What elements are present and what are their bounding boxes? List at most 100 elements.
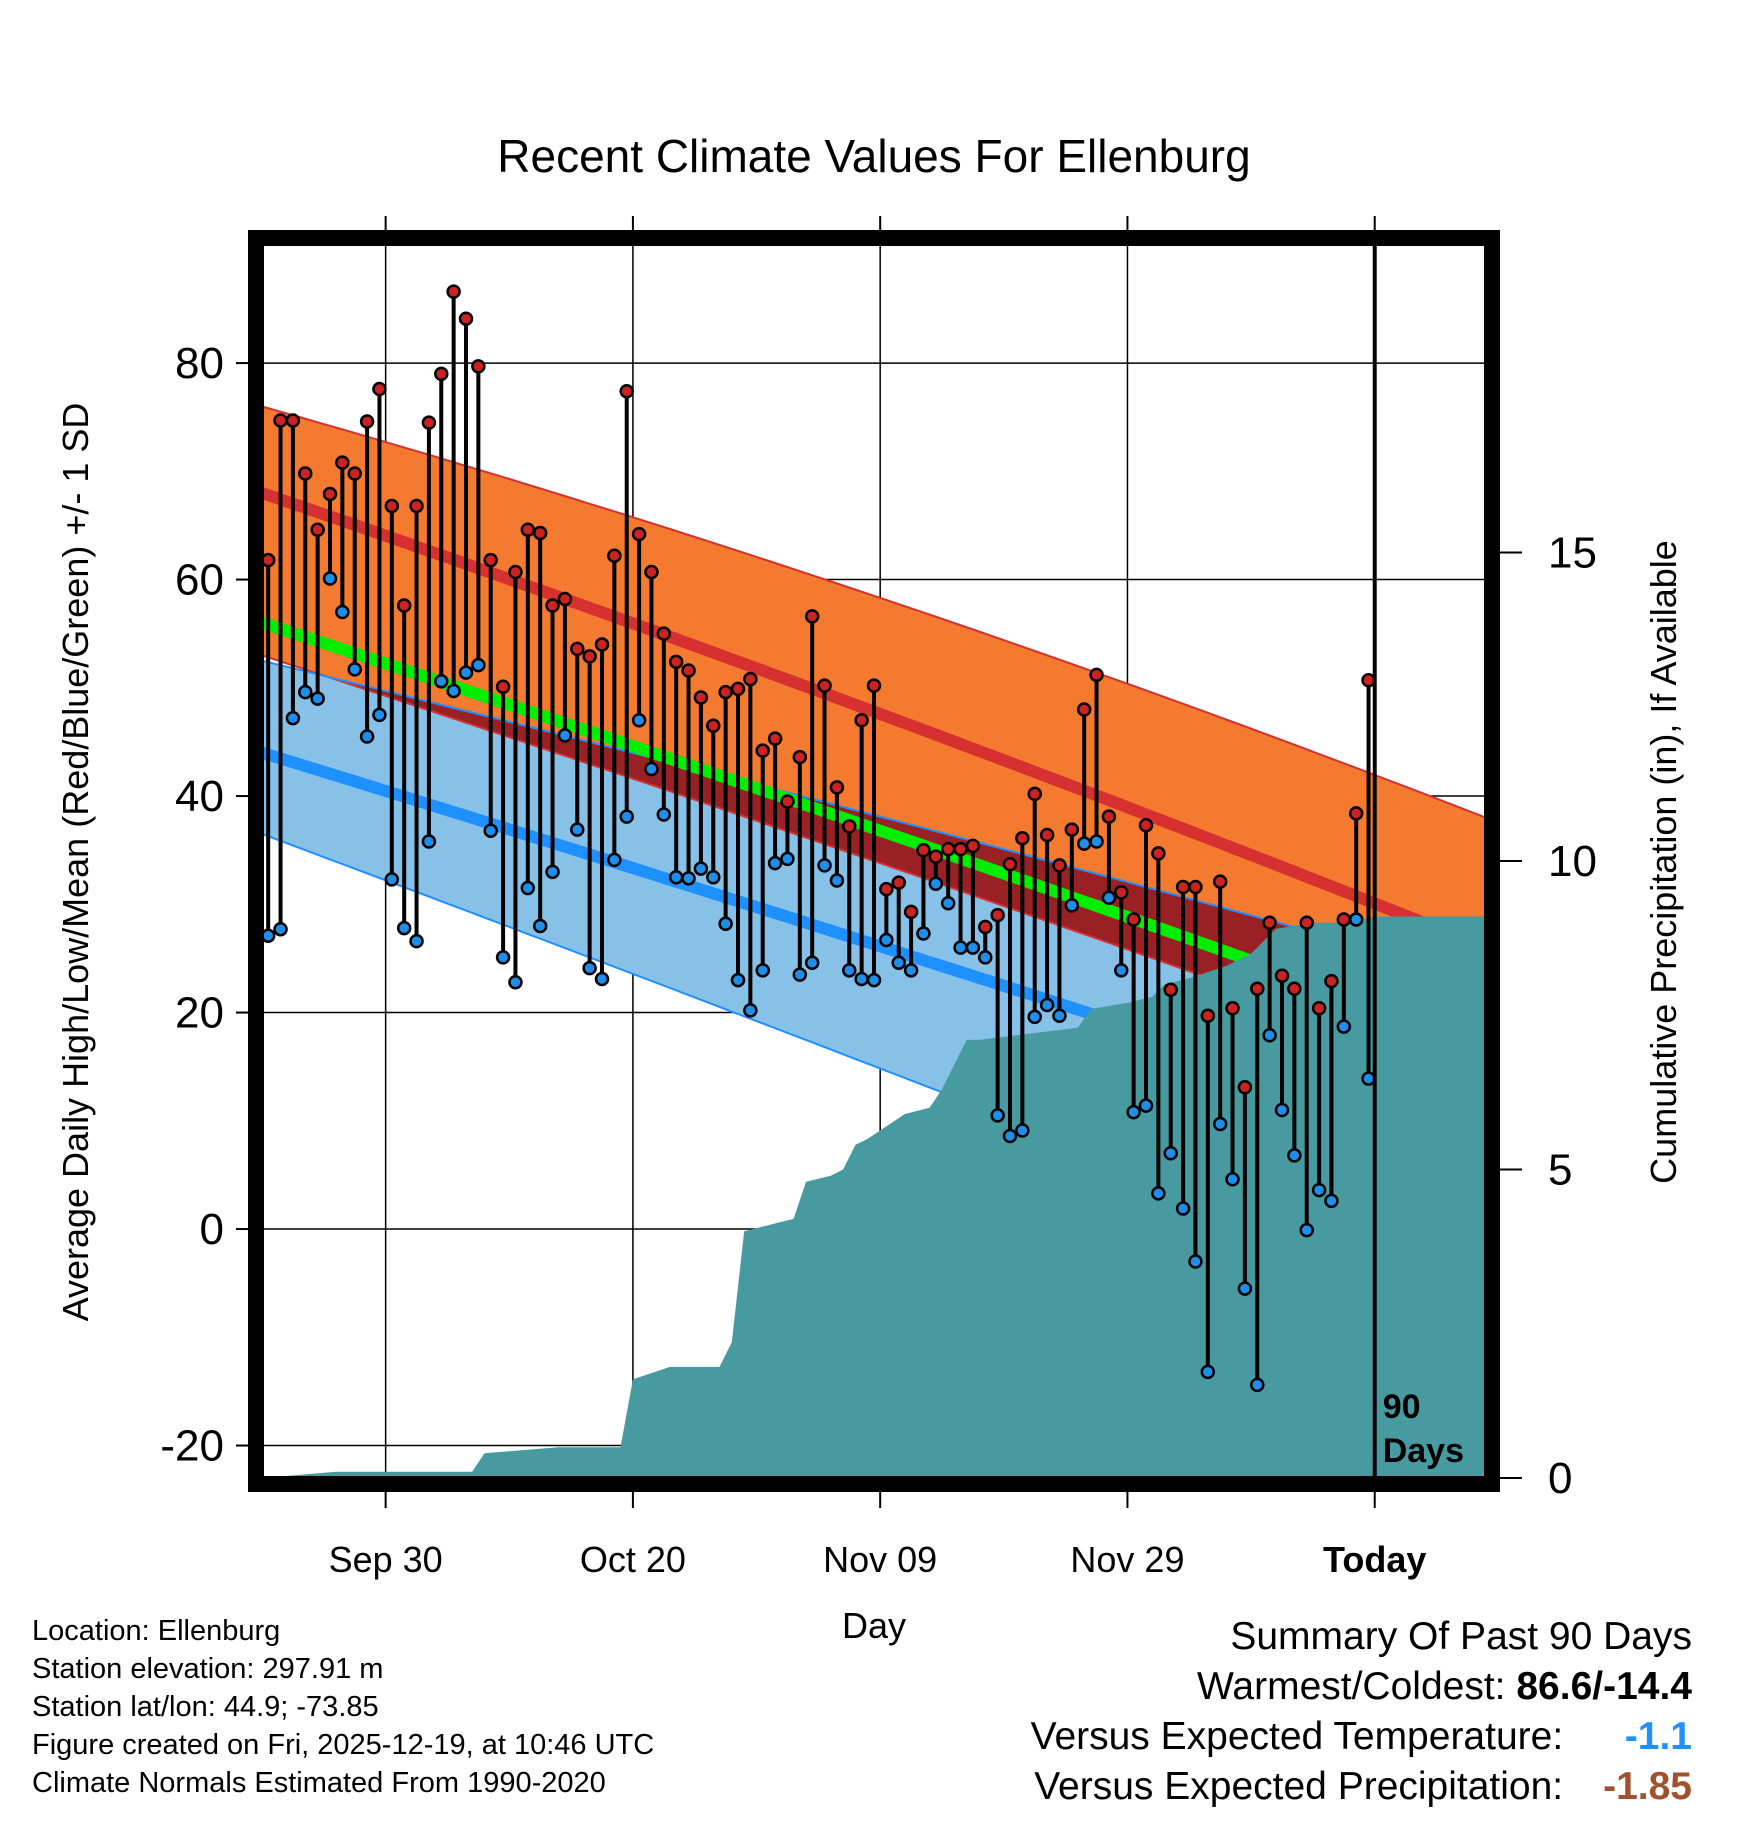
precip-label: Versus Expected Precipitation:	[1034, 1765, 1564, 1808]
daily-low-point	[1336, 1019, 1352, 1034]
daily-high-point	[1126, 912, 1141, 927]
daily-low-point	[953, 940, 968, 955]
y-tick-label-left: 0	[200, 1205, 224, 1254]
x-tick-label: Today	[1323, 1539, 1426, 1580]
daily-high-point	[1015, 831, 1030, 846]
summary-warm-cold: Warmest/Coldest: 86.6/-14.4	[1031, 1662, 1692, 1712]
daily-high-point	[310, 522, 325, 538]
created-text: Figure created on Fri, 2025-12-19, at 10…	[32, 1729, 655, 1761]
daily-high-point	[508, 564, 523, 580]
daily-high-point	[285, 413, 301, 428]
daily-high-point	[767, 731, 783, 746]
daily-low-point	[532, 918, 548, 934]
daily-high-point	[1311, 1000, 1327, 1016]
daily-high-point	[1027, 786, 1042, 802]
daily-low-point	[681, 871, 696, 886]
summary-temperature: Versus Expected Temperature: -1.1	[1031, 1712, 1692, 1762]
daily-low-point	[879, 932, 894, 948]
daily-low-point	[1064, 898, 1080, 913]
daily-low-point	[755, 963, 770, 978]
daily-low-point	[631, 713, 647, 728]
daily-high-point	[1101, 809, 1117, 824]
daily-high-point	[322, 486, 338, 502]
daily-high-point	[817, 678, 832, 693]
daily-low-point	[298, 684, 313, 700]
daily-high-point	[619, 383, 634, 399]
daily-low-point	[1237, 1281, 1253, 1296]
elevation-text: Station elevation: 297.91 m	[32, 1653, 384, 1685]
daily-high-point	[718, 684, 733, 700]
today-days-number: 90	[1383, 1388, 1421, 1426]
daily-low-point	[767, 855, 783, 871]
daily-low-point	[1287, 1148, 1302, 1163]
today-days-word: Days	[1383, 1432, 1464, 1470]
daily-high-point	[396, 598, 412, 613]
daily-high-point	[495, 679, 511, 694]
daily-low-point	[644, 761, 659, 777]
y-tick-label-left: 60	[175, 556, 224, 605]
daily-low-point	[1175, 1201, 1191, 1216]
daily-high-point	[631, 526, 647, 542]
daily-low-point	[1027, 1009, 1042, 1025]
daily-high-point	[1052, 858, 1067, 873]
daily-low-point	[384, 872, 400, 887]
daily-high-point	[1089, 667, 1104, 683]
daily-high-point	[1175, 879, 1191, 895]
daily-high-point	[1237, 1079, 1253, 1095]
y-tick-label-left: 80	[175, 339, 224, 388]
daily-low-point	[495, 950, 511, 965]
daily-high-point	[1225, 1000, 1240, 1016]
daily-low-point	[619, 809, 634, 824]
y-tick-label-right: 0	[1548, 1454, 1572, 1503]
daily-low-point	[1138, 1098, 1154, 1113]
daily-low-point	[471, 657, 486, 673]
daily-high-point	[458, 311, 474, 326]
daily-low-point	[804, 955, 820, 971]
daily-high-point	[273, 413, 288, 428]
daily-low-point	[1151, 1186, 1166, 1201]
daily-low-point	[1311, 1182, 1327, 1198]
daily-high-point	[359, 414, 375, 429]
daily-high-point	[656, 626, 672, 641]
daily-high-point	[1250, 981, 1265, 996]
daily-low-point	[1052, 1008, 1067, 1024]
daily-low-point	[1188, 1254, 1203, 1269]
y-tick-label-right: 15	[1548, 529, 1597, 578]
daily-high-point	[557, 591, 573, 607]
daily-low-point	[1212, 1116, 1228, 1132]
daily-high-point	[1299, 915, 1314, 930]
daily-high-point	[1188, 879, 1203, 895]
daily-low-point	[607, 852, 622, 868]
daily-high-point	[780, 794, 795, 809]
plot-area	[262, 244, 1486, 1478]
summary-panel: Summary Of Past 90 Days Warmest/Coldest:…	[1031, 1612, 1692, 1812]
daily-low-point	[1076, 836, 1092, 851]
temp-label: Versus Expected Temperature:	[1030, 1715, 1564, 1758]
daily-low-point	[520, 880, 536, 896]
daily-high-point	[483, 552, 498, 568]
daily-low-point	[730, 972, 746, 988]
daily-high-point	[582, 649, 597, 664]
daily-low-point	[446, 683, 461, 699]
daily-high-point	[421, 415, 437, 430]
warm-cold-value: 86.6/-14.4	[1516, 1665, 1692, 1708]
daily-low-point	[940, 895, 956, 911]
daily-high-point	[1336, 912, 1352, 927]
daily-high-point	[1151, 846, 1166, 861]
daily-low-point	[594, 971, 610, 987]
x-tick-label: Oct 20	[580, 1539, 686, 1580]
station-info: Location: Ellenburg Station elevation: 2…	[32, 1612, 654, 1802]
daily-low-point	[409, 933, 424, 949]
daily-low-point	[1348, 912, 1364, 927]
daily-high-point	[1262, 915, 1277, 930]
plot-frame	[248, 230, 1500, 1492]
daily-low-point	[854, 971, 869, 987]
daily-low-point	[1200, 1364, 1216, 1380]
daily-high-point	[347, 466, 362, 481]
daily-low-point	[1002, 1128, 1018, 1144]
daily-low-point	[1262, 1028, 1277, 1043]
daily-high-point	[879, 881, 894, 897]
precip-value: -1.85	[1603, 1765, 1692, 1808]
daily-high-point	[928, 849, 944, 864]
